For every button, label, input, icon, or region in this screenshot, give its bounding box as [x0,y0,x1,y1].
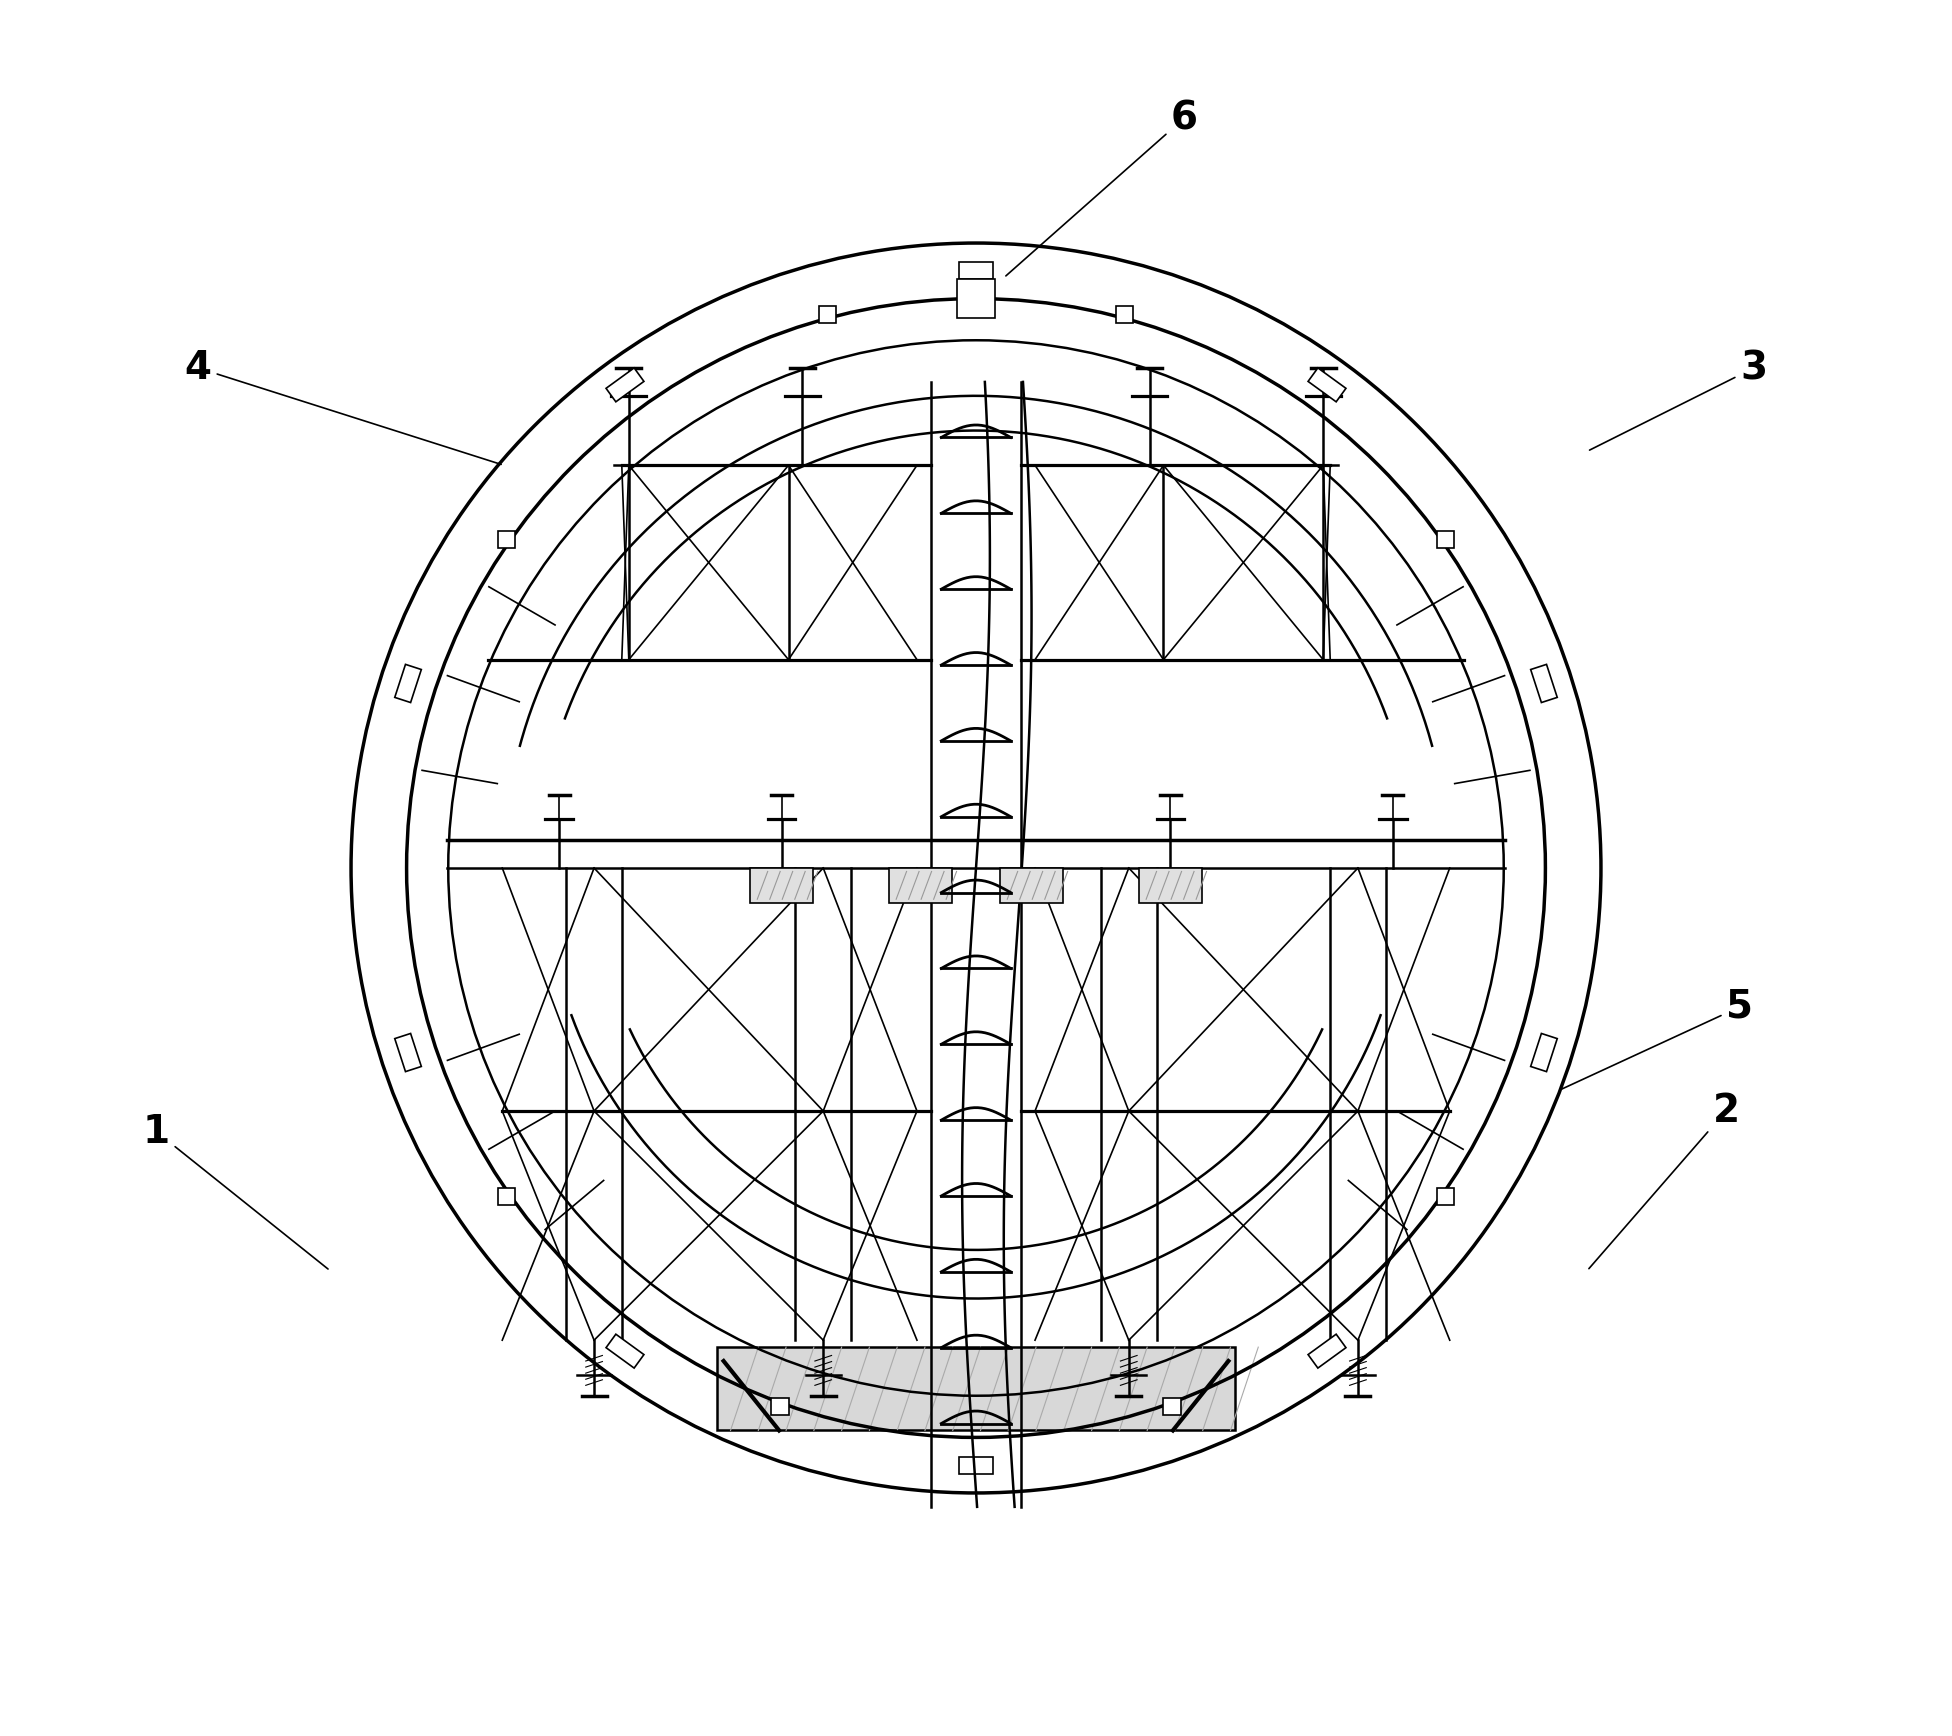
Bar [498,1187,515,1205]
Bar [1117,306,1132,323]
Text: 1: 1 [142,1113,328,1269]
Bar [1437,531,1454,549]
Text: 2: 2 [1589,1092,1739,1269]
Polygon shape [1308,368,1347,401]
Polygon shape [605,368,644,401]
Polygon shape [1530,665,1558,703]
Bar [1437,1187,1454,1205]
Bar [1140,868,1202,903]
Bar [890,868,953,903]
Text: 6: 6 [1005,99,1199,276]
Text: 3: 3 [1589,349,1767,450]
Polygon shape [394,1033,422,1071]
Bar [820,306,835,323]
Bar [771,1397,789,1415]
Bar [1163,1397,1181,1415]
Polygon shape [1308,1335,1347,1368]
Polygon shape [1530,1033,1558,1071]
Bar [716,1347,1236,1430]
Text: 4: 4 [185,349,502,465]
Bar [999,868,1062,903]
Bar [498,531,515,549]
Text: 5: 5 [1562,988,1753,1088]
Bar [956,279,996,318]
Bar [750,868,812,903]
Polygon shape [394,665,422,703]
Polygon shape [958,262,994,279]
Polygon shape [958,1457,994,1474]
Polygon shape [605,1335,644,1368]
